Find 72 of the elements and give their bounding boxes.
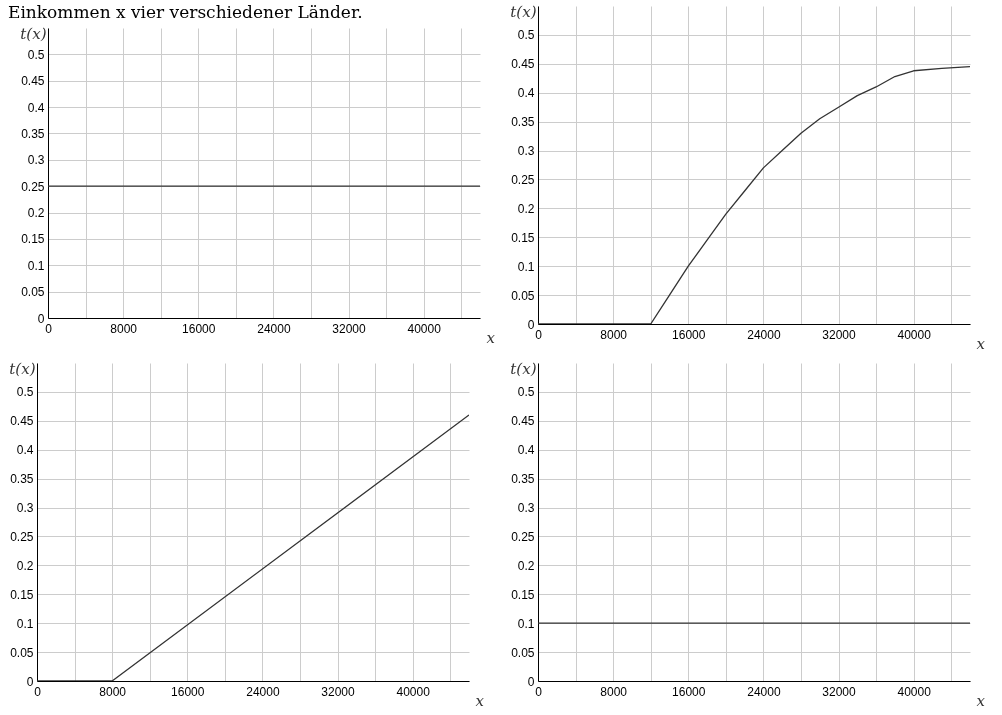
x-tick-label: 24000 — [747, 684, 781, 699]
y-tick-label: 0.5 — [27, 47, 45, 62]
y-tick-label: 0.3 — [517, 144, 535, 159]
x-tick-label: 24000 — [257, 321, 291, 336]
y-tick-label: 0.1 — [16, 616, 34, 631]
y-tick-label: 0 — [527, 674, 535, 689]
y-tick-label: 0.5 — [517, 385, 535, 400]
y-tick-label: 0.3 — [16, 501, 34, 516]
y-tick-label: 0.3 — [517, 501, 535, 516]
y-tick-label: 0.1 — [27, 258, 45, 273]
x-axis-title: x — [486, 328, 496, 347]
y-tick-label: 0.25 — [511, 529, 535, 544]
y-tick-label: 0.05 — [21, 285, 45, 300]
x-tick-label: 24000 — [747, 327, 781, 342]
y-tick-label: 0.35 — [511, 115, 535, 130]
y-tick-label: 0.45 — [511, 414, 535, 429]
x-tick-label: 32000 — [332, 321, 367, 336]
y-axis-title: t(x) — [510, 359, 537, 378]
y-tick-label: 0.1 — [517, 259, 535, 274]
y-tick-label: 0.15 — [10, 587, 34, 602]
x-tick-label: 32000 — [822, 684, 857, 699]
x-tick-label: 8000 — [600, 327, 628, 342]
x-tick-label: 40000 — [897, 684, 932, 699]
y-tick-label: 0.35 — [21, 126, 45, 141]
y-tick-label: 0.4 — [16, 443, 34, 458]
x-tick-label: 8000 — [600, 684, 628, 699]
chart-title: Einkommen x vier verschiedener Länder. — [8, 2, 363, 22]
x-axis-title: x — [475, 691, 485, 710]
y-tick-label: 0.4 — [27, 100, 45, 115]
y-tick-label: 0.05 — [511, 288, 535, 303]
x-tick-label: 16000 — [171, 684, 205, 699]
x-tick-label: 16000 — [182, 321, 216, 336]
y-tick-label: 0.15 — [511, 230, 535, 245]
x-tick-label: 32000 — [822, 327, 857, 342]
y-tick-label: 0 — [37, 311, 45, 326]
y-tick-label: 0.2 — [517, 201, 535, 216]
y-tick-label: 0.05 — [10, 645, 34, 660]
y-tick-label: 0.5 — [16, 385, 34, 400]
y-tick-label: 0.2 — [517, 558, 535, 573]
x-tick-label: 8000 — [99, 684, 127, 699]
y-tick-label: 0.15 — [21, 232, 45, 247]
y-tick-label: 0.2 — [16, 558, 34, 573]
x-axis-title: x — [976, 334, 986, 353]
y-axis-title: t(x) — [510, 2, 537, 21]
y-tick-label: 0.35 — [511, 472, 535, 487]
x-tick-label: 32000 — [321, 684, 356, 699]
x-axis-title: x — [976, 691, 986, 710]
y-tick-label: 0.05 — [511, 645, 535, 660]
x-tick-label: 24000 — [246, 684, 280, 699]
y-tick-label: 0 — [26, 674, 34, 689]
y-tick-label: 0.25 — [511, 172, 535, 187]
y-tick-label: 0.25 — [21, 179, 45, 194]
y-tick-label: 0.3 — [27, 153, 45, 168]
y-axis-title: t(x) — [20, 24, 47, 43]
y-tick-label: 0.45 — [10, 414, 34, 429]
y-tick-label: 0.15 — [511, 587, 535, 602]
y-tick-label: 0.25 — [10, 529, 34, 544]
x-tick-label: 16000 — [672, 327, 706, 342]
y-axis-title: t(x) — [9, 359, 36, 378]
y-tick-label: 0.2 — [27, 206, 45, 221]
y-tick-label: 0.5 — [517, 28, 535, 43]
x-tick-label: 40000 — [396, 684, 431, 699]
x-tick-label: 40000 — [897, 327, 932, 342]
y-tick-label: 0.4 — [517, 443, 535, 458]
y-tick-label: 0.45 — [21, 74, 45, 89]
x-tick-label: 8000 — [110, 321, 138, 336]
y-tick-label: 0.1 — [517, 616, 535, 631]
y-tick-label: 0.35 — [10, 472, 34, 487]
y-tick-label: 0.4 — [517, 86, 535, 101]
x-tick-label: 16000 — [672, 684, 706, 699]
y-tick-label: 0.45 — [511, 57, 535, 72]
x-tick-label: 40000 — [407, 321, 442, 336]
